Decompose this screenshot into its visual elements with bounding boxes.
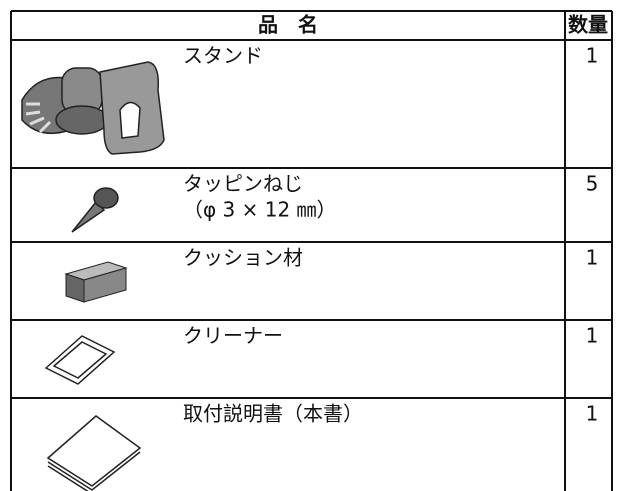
header-qty: 数量 [568, 13, 608, 37]
item-name: クリーナー [183, 324, 283, 348]
item-name: スタンド [183, 44, 263, 68]
item-qty: 1 [586, 246, 599, 270]
cushion-icon [64, 261, 128, 303]
item-qty: 1 [586, 44, 599, 68]
item-qty: 1 [586, 402, 599, 426]
manual-icon [46, 415, 142, 491]
item-qty: 1 [586, 324, 599, 348]
cleaner-icon [44, 335, 116, 385]
screw-icon [71, 187, 119, 233]
item-name: タッピンねじ [183, 172, 303, 196]
item-name: （φ 3 × 12 ㎜） [183, 198, 337, 222]
item-name: クッション材 [183, 246, 303, 270]
table-rules [10, 10, 613, 491]
header-name: 品 名 [258, 13, 318, 37]
item-qty: 5 [586, 172, 599, 196]
item-name: 取付説明書（本書） [183, 402, 363, 426]
stand-icon [21, 61, 165, 155]
